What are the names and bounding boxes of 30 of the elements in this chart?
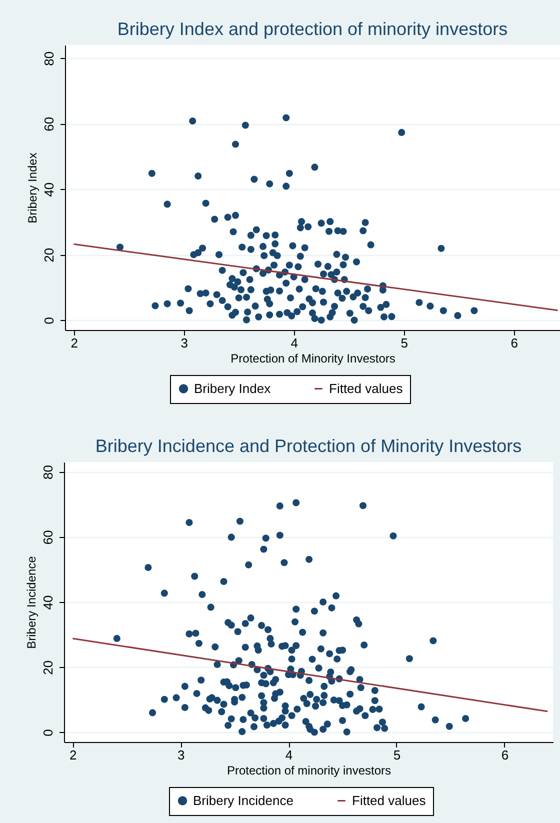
y-tick-label: 80 bbox=[40, 465, 56, 480]
y-tick-label: 0 bbox=[40, 729, 56, 736]
x-axis-title: Protection of minority investors bbox=[226, 764, 392, 778]
x-tick-label: 6 bbox=[501, 748, 509, 762]
legend-label: Fitted values bbox=[352, 792, 426, 808]
x-tick-label: 4 bbox=[285, 748, 293, 762]
y-tick-label: 20 bbox=[40, 660, 56, 675]
x-tick-label: 5 bbox=[393, 748, 401, 762]
x-tick-label: 4 bbox=[290, 336, 298, 350]
x-tick-label: 2 bbox=[70, 748, 77, 762]
y-tick-label: 20 bbox=[42, 248, 56, 262]
x-tick-label: 2 bbox=[70, 336, 78, 350]
y-tick-label: 60 bbox=[40, 530, 56, 545]
chart-title: Bribery Index and protection of minority investors bbox=[117, 19, 508, 39]
legend-label: Fitted values bbox=[329, 380, 404, 396]
x-tick-label: 3 bbox=[177, 748, 185, 762]
y-tick-label: 60 bbox=[42, 116, 56, 132]
y-tick-label: 0 bbox=[42, 317, 56, 324]
x-axis-title: Protection of Minority Investors bbox=[230, 352, 396, 366]
x-tick-label: 3 bbox=[180, 336, 188, 350]
chart-title: Bribery Incidence and Protection of Minority Investors bbox=[95, 436, 522, 456]
legend-label: Bribery Index bbox=[194, 380, 272, 396]
y-axis-title: Bribery Index bbox=[26, 152, 40, 224]
y-tick-label: 80 bbox=[42, 51, 56, 66]
x-tick-label: 5 bbox=[400, 336, 408, 350]
x-tick-label: 6 bbox=[510, 336, 518, 350]
y-tick-label: 40 bbox=[42, 182, 56, 197]
y-tick-label: 40 bbox=[40, 595, 56, 610]
y-axis-title: Bribery Incidence bbox=[24, 556, 38, 649]
legend-label: Bribery Incidence bbox=[193, 792, 294, 808]
